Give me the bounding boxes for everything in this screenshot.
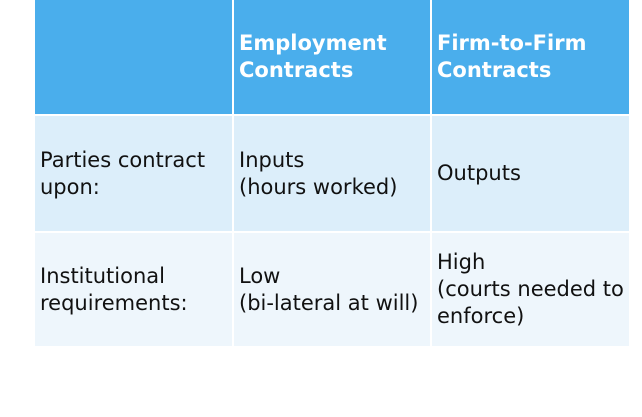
header-cell-employment-contracts: Employment Contracts [233,0,432,116]
row-label-cell: Parties contract upon: [35,115,234,233]
employment-cell: Inputs (hours worked) [233,115,432,233]
row-label-institutional: Institutional requirements: [40,263,188,315]
header-cell-firm-to-firm-contracts: Firm-to-Firm Contracts [431,0,629,116]
firm-cell: High (courts needed to enforce) [431,232,629,346]
comparison-table: Employment Contracts Firm-to-Firm Contra… [35,0,629,346]
table-header-row: Employment Contracts Firm-to-Firm Contra… [35,0,629,116]
employment-value-institutional: Low (bi-lateral at will) [239,263,419,315]
firm-cell: Outputs [431,115,629,233]
table-row-institutional: Institutional requirements: Low (bi-late… [35,232,629,346]
firm-value-parties: Outputs [437,161,521,185]
header-label-firm-to-firm: Firm-to-Firm Contracts [437,31,587,82]
employment-value-parties: Inputs (hours worked) [239,147,398,199]
header-cell-empty [35,0,234,116]
row-label-parties: Parties contract upon: [40,147,206,199]
employment-cell: Low (bi-lateral at will) [233,232,432,346]
row-label-cell: Institutional requirements: [35,232,234,346]
header-label-employment: Employment Contracts [239,31,387,82]
firm-value-institutional: High (courts needed to enforce) [437,250,624,328]
table-row-parties: Parties contract upon: Inputs (hours wor… [35,115,629,233]
